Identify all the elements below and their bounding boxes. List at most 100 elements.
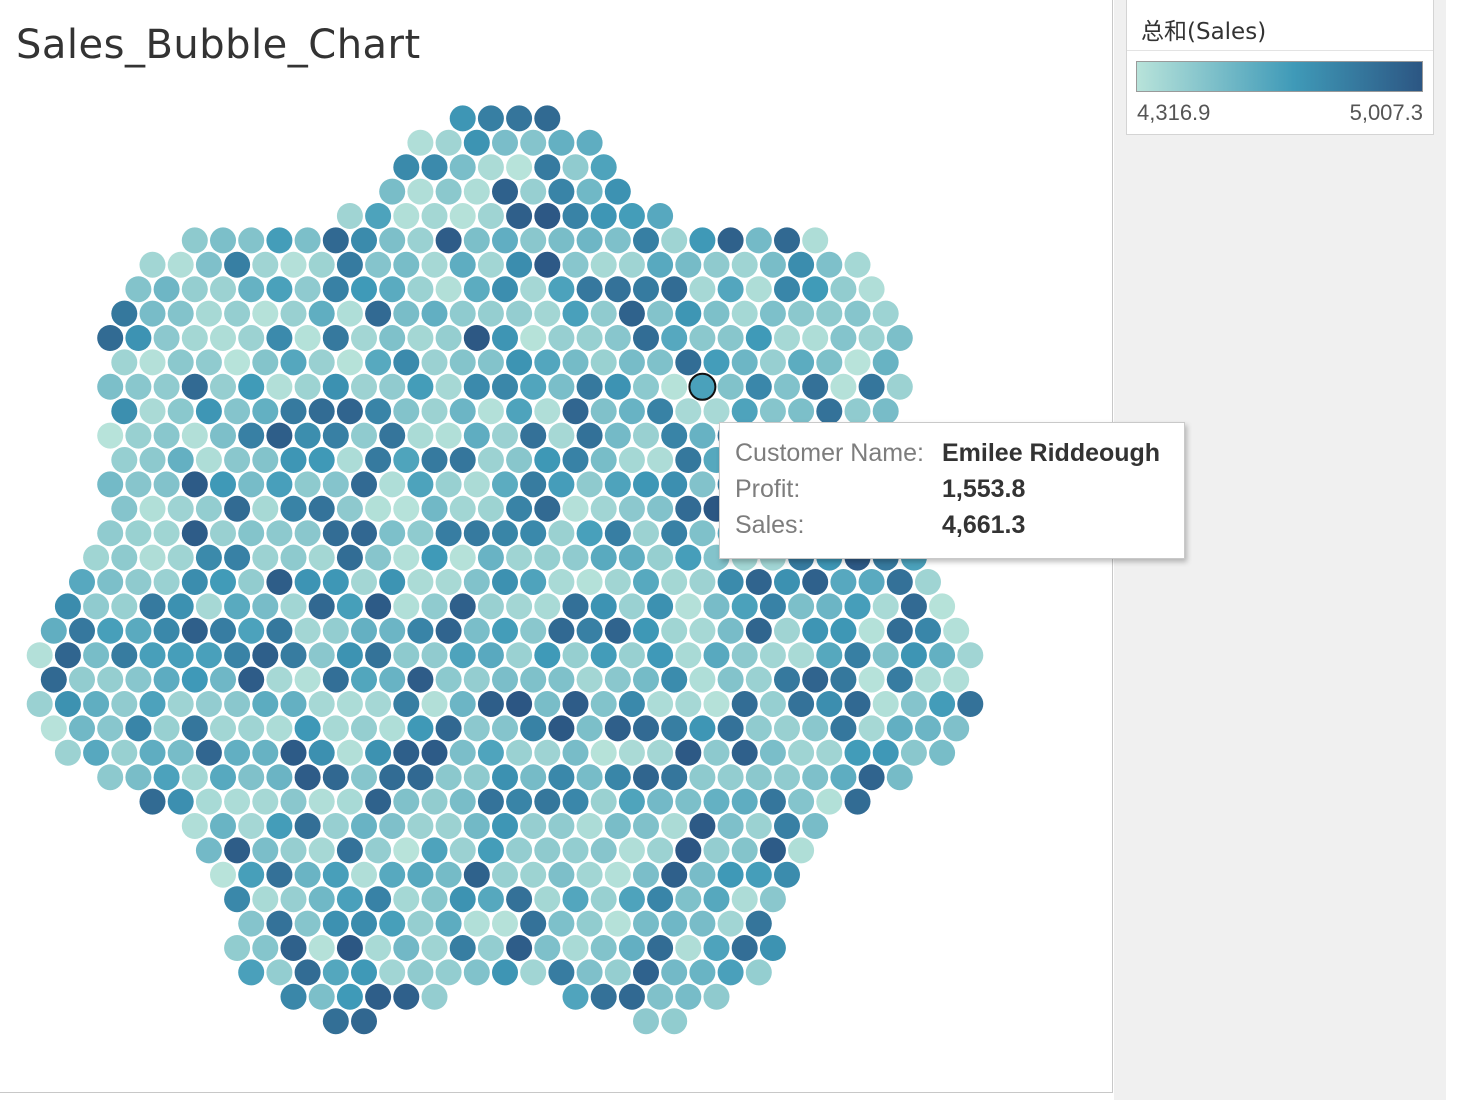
bubble[interactable] bbox=[689, 959, 716, 986]
bubble[interactable] bbox=[562, 788, 589, 815]
bubble[interactable] bbox=[435, 373, 462, 400]
bubble[interactable] bbox=[252, 691, 279, 717]
bubble[interactable] bbox=[633, 861, 659, 888]
bubble[interactable] bbox=[774, 325, 800, 351]
bubble[interactable] bbox=[943, 715, 970, 742]
bubble[interactable] bbox=[759, 642, 786, 669]
bubble[interactable] bbox=[351, 617, 377, 644]
bubble[interactable] bbox=[54, 739, 81, 766]
bubble[interactable] bbox=[224, 300, 251, 327]
bubble[interactable] bbox=[210, 471, 236, 498]
bubble[interactable] bbox=[647, 593, 674, 620]
bubble[interactable] bbox=[604, 813, 631, 839]
bubble[interactable] bbox=[238, 666, 265, 693]
bubble[interactable] bbox=[224, 447, 251, 473]
bubble[interactable] bbox=[181, 764, 208, 791]
bubble[interactable] bbox=[181, 813, 208, 839]
bubble[interactable] bbox=[717, 325, 744, 351]
bubble[interactable] bbox=[294, 861, 321, 888]
bubble[interactable] bbox=[125, 422, 152, 449]
bubble[interactable] bbox=[661, 520, 688, 547]
bubble[interactable] bbox=[435, 715, 462, 742]
bubble[interactable] bbox=[675, 495, 702, 522]
bubble[interactable] bbox=[210, 666, 236, 693]
bubble[interactable] bbox=[393, 788, 420, 815]
bubble[interactable] bbox=[336, 398, 363, 425]
bubble[interactable] bbox=[844, 739, 871, 766]
bubble[interactable] bbox=[886, 325, 913, 351]
bubble[interactable] bbox=[125, 276, 152, 303]
bubble[interactable] bbox=[534, 935, 561, 961]
bubble[interactable] bbox=[351, 959, 377, 986]
bubble[interactable] bbox=[788, 300, 815, 327]
bubble[interactable] bbox=[421, 642, 448, 669]
bubble[interactable] bbox=[844, 642, 871, 669]
bubble[interactable] bbox=[167, 447, 194, 473]
bubble[interactable] bbox=[238, 569, 265, 595]
bubble[interactable] bbox=[788, 349, 815, 376]
bubble[interactable] bbox=[844, 300, 871, 327]
bubble[interactable] bbox=[548, 471, 575, 498]
bubble[interactable] bbox=[633, 520, 659, 547]
bubble[interactable] bbox=[238, 715, 265, 742]
bubble[interactable] bbox=[280, 544, 307, 571]
bubble[interactable] bbox=[562, 837, 589, 864]
bubble[interactable] bbox=[661, 569, 688, 595]
bubble[interactable] bbox=[745, 276, 772, 303]
bubble[interactable] bbox=[477, 739, 504, 766]
bubble[interactable] bbox=[111, 544, 138, 571]
bubble[interactable] bbox=[830, 325, 857, 351]
bubble[interactable] bbox=[675, 398, 702, 425]
bubble[interactable] bbox=[759, 935, 786, 961]
bubble[interactable] bbox=[322, 227, 349, 254]
bubble[interactable] bbox=[379, 325, 406, 351]
bubble[interactable] bbox=[576, 617, 603, 644]
bubble[interactable] bbox=[506, 886, 533, 913]
bubble[interactable] bbox=[661, 227, 688, 254]
bubble[interactable] bbox=[238, 325, 265, 351]
bubble[interactable] bbox=[520, 617, 547, 644]
bubble[interactable] bbox=[26, 642, 53, 669]
bubble[interactable] bbox=[322, 422, 349, 449]
bubble[interactable] bbox=[548, 813, 575, 839]
bubble[interactable] bbox=[83, 739, 110, 766]
bubble[interactable] bbox=[604, 373, 631, 400]
bubble[interactable] bbox=[181, 325, 208, 351]
bubble[interactable] bbox=[252, 788, 279, 815]
bubble[interactable] bbox=[534, 203, 561, 229]
bubble[interactable] bbox=[604, 276, 631, 303]
bubble[interactable] bbox=[195, 300, 222, 327]
bubble[interactable] bbox=[294, 520, 321, 547]
bubble[interactable] bbox=[506, 154, 533, 181]
bubble[interactable] bbox=[604, 569, 631, 595]
bubble[interactable] bbox=[365, 935, 392, 961]
bubble[interactable] bbox=[435, 471, 462, 498]
bubble[interactable] bbox=[435, 325, 462, 351]
bubble[interactable] bbox=[618, 886, 645, 913]
bubble[interactable] bbox=[618, 739, 645, 766]
bubble[interactable] bbox=[421, 203, 448, 229]
bubble[interactable] bbox=[661, 373, 688, 400]
bubble[interactable] bbox=[717, 764, 744, 791]
bubble[interactable] bbox=[421, 886, 448, 913]
bubble[interactable] bbox=[675, 544, 702, 571]
bubble[interactable] bbox=[336, 544, 363, 571]
bubble[interactable] bbox=[97, 520, 124, 547]
bubble[interactable] bbox=[224, 886, 251, 913]
bubble[interactable] bbox=[252, 642, 279, 669]
bubble[interactable] bbox=[858, 617, 885, 644]
bubble[interactable] bbox=[69, 617, 95, 644]
bubble[interactable] bbox=[308, 642, 335, 669]
bubble[interactable] bbox=[816, 251, 843, 278]
bubble[interactable] bbox=[759, 251, 786, 278]
bubble[interactable] bbox=[351, 813, 377, 839]
bubble[interactable] bbox=[379, 471, 406, 498]
bubble[interactable] bbox=[421, 739, 448, 766]
bubble[interactable] bbox=[449, 544, 476, 571]
bubble[interactable] bbox=[252, 447, 279, 473]
bubble[interactable] bbox=[421, 983, 448, 1010]
bubble[interactable] bbox=[477, 886, 504, 913]
bubble[interactable] bbox=[872, 398, 899, 425]
bubble[interactable] bbox=[520, 129, 547, 156]
bubble[interactable] bbox=[210, 861, 236, 888]
